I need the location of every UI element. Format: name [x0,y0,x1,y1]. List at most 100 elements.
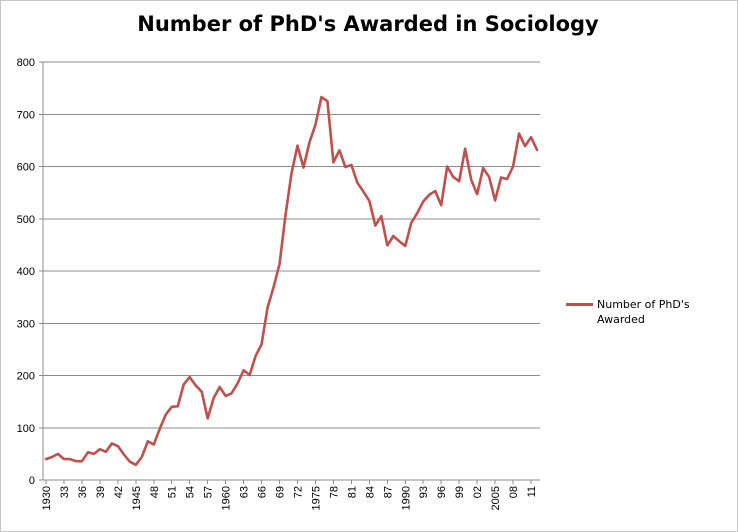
data-point [380,215,382,217]
x-tick-label: 11 [526,486,538,497]
data-point [272,286,274,288]
data-point [194,384,196,386]
data-point [320,96,322,98]
data-point [374,224,376,226]
series-line [44,95,539,467]
data-point [392,235,394,237]
data-point [218,386,220,388]
data-point [422,200,424,202]
x-tick-label: 99 [454,486,466,498]
data-point [488,176,490,178]
x-tick-label: 81 [346,486,358,498]
data-point [189,376,191,378]
data-point [518,132,520,134]
y-tick-label: 500 [17,214,35,226]
data-point [524,145,526,147]
data-point [99,448,101,450]
data-point [530,136,532,138]
data-point [284,214,286,216]
y-tick-label: 700 [17,109,35,121]
data-point [440,204,442,206]
data-point [344,166,346,168]
data-point [536,149,538,151]
y-tick-label: 300 [17,318,35,330]
data-point [87,451,89,453]
data-point [326,100,328,102]
data-point [506,178,508,180]
data-point [368,200,370,202]
data-point [123,453,125,455]
x-tick-label: 78 [328,486,340,498]
data-point [338,149,340,151]
x-tick-label: 54 [185,486,197,498]
x-tick-label: 1945 [131,486,143,510]
data-point [165,413,167,415]
data-point [200,390,202,392]
data-point [278,263,280,265]
data-point [224,395,226,397]
data-point [266,306,268,308]
data-point [434,190,436,192]
data-point [45,458,47,460]
data-point [464,148,466,150]
data-point [117,445,119,447]
x-tick-label: 1930 [41,486,53,510]
data-point [512,165,514,167]
data-point [362,190,364,192]
x-tick-label: 1960 [221,486,233,510]
x-tick-label: 02 [472,486,484,498]
data-point [212,397,214,399]
data-point [81,460,83,462]
x-tick-label: 48 [149,486,161,498]
x-tick-label: 57 [203,486,215,498]
data-point [398,240,400,242]
y-tick-label: 400 [17,266,35,278]
data-point [260,343,262,345]
data-point [410,222,412,224]
x-tick-label: 72 [292,486,304,498]
x-tick-label: 36 [77,486,89,498]
data-point [63,458,65,460]
data-point [428,194,430,196]
data-point [57,453,59,455]
legend-swatch [566,303,593,306]
x-tick-label: 93 [418,486,430,498]
data-point [332,161,334,163]
data-point [476,193,478,195]
data-point [242,369,244,371]
y-tick-label: 200 [17,371,35,383]
x-tick-label: 69 [275,486,287,498]
data-point [386,244,388,246]
y-tick-label: 600 [17,162,35,174]
x-tick-label: 96 [436,486,448,498]
data-point [75,460,77,462]
y-axis-ticks: 0 100 200 300 400 500 600 700 800 [17,57,43,487]
x-tick-label: 42 [113,486,125,498]
data-point [230,392,232,394]
data-point [404,245,406,247]
data-point [105,451,107,453]
x-tick-label: 1990 [400,486,412,510]
x-tick-label: 2005 [490,486,502,510]
data-point [290,172,292,174]
data-point [135,464,137,466]
x-tick-label: 84 [364,486,376,498]
data-point [69,458,71,460]
data-point [314,124,316,126]
data-point [446,165,448,167]
x-tick-label: 1975 [310,486,322,510]
data-point [159,428,161,430]
data-point [302,166,304,168]
series-lines [44,95,539,467]
data-point [296,144,298,146]
y-tick-label: 100 [17,423,35,435]
data-point [500,176,502,178]
data-point [183,383,185,385]
x-tick-label: 63 [239,486,251,498]
data-point [470,178,472,180]
data-point [482,167,484,169]
y-tick-label: 0 [29,475,35,487]
x-tick-label: 51 [167,486,179,498]
